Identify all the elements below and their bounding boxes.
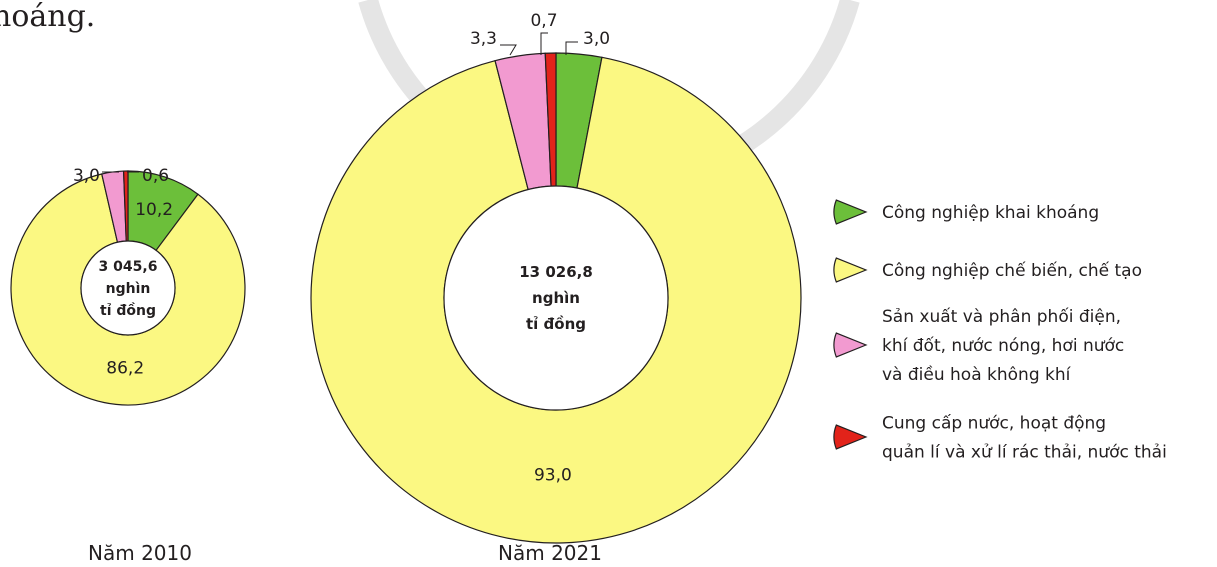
leader-line-water-2021: [540, 32, 548, 55]
donut-hole-2010: [80, 240, 176, 336]
legend-swatch-water: [833, 424, 868, 450]
data-label-manufacturing-2021: 93,0: [534, 465, 572, 485]
data-label-manufacturing-2010: 86,2: [106, 359, 144, 379]
center-total-line-2010: 3 045,6: [99, 259, 158, 275]
leader-line-mining-2021: [565, 41, 578, 55]
data-label-water-2021: 0,7: [530, 11, 557, 31]
donut-chart-2021: 3,0 93,0 3,3 0,7 13 026,8 nghìn tỉ đồng: [310, 11, 802, 544]
center-total-line-2021: nghìn: [532, 289, 580, 307]
legend-label-manufacturing: Công nghiệp chế biến, chế tạo: [882, 260, 1142, 281]
legend-label-power: Sản xuất và phân phối điện,: [882, 306, 1121, 327]
chart-caption-2010: Năm 2010: [88, 541, 192, 565]
legend-swatch-manufacturing: [833, 257, 868, 283]
data-label-mining-2010: 10,2: [135, 200, 173, 220]
leader-line-power-2021: [500, 44, 517, 56]
legend-label-power: và điều hoà không khí: [882, 364, 1072, 385]
data-label-power-2021: 3,3: [470, 29, 497, 49]
donut-hole-2021: [443, 185, 669, 411]
center-total-line-2010: nghìn: [106, 281, 151, 297]
center-total-line-2021: 13 026,8: [519, 263, 593, 281]
legend-label-mining: Công nghiệp khai khoáng: [882, 203, 1099, 223]
data-label-water-2010: 0,6: [142, 166, 169, 186]
legend-swatch-power: [833, 332, 868, 358]
donut-chart-2010: 10,2 86,2 3,0 0,6 3 045,6 nghìn tỉ đồng: [10, 166, 246, 406]
center-total-line-2010: tỉ đồng: [100, 302, 156, 319]
legend: Công nghiệp khai khoáng Công nghiệp chế b…: [833, 199, 1167, 463]
legend-label-water: Cung cấp nước, hoạt động: [882, 413, 1106, 434]
chart-caption-2021: Năm 2021: [498, 541, 602, 565]
center-total-line-2021: tỉ đồng: [526, 314, 586, 333]
legend-label-water: quản lí và xử lí rác thải, nước thải: [882, 443, 1167, 463]
header-fragment: hoáng.: [0, 0, 95, 34]
data-label-power-2010: 3,0: [73, 166, 100, 186]
legend-swatch-mining: [833, 199, 868, 225]
legend-label-power: khí đốt, nước nóng, hơi nước: [882, 335, 1124, 356]
data-label-mining-2021: 3,0: [583, 29, 610, 49]
